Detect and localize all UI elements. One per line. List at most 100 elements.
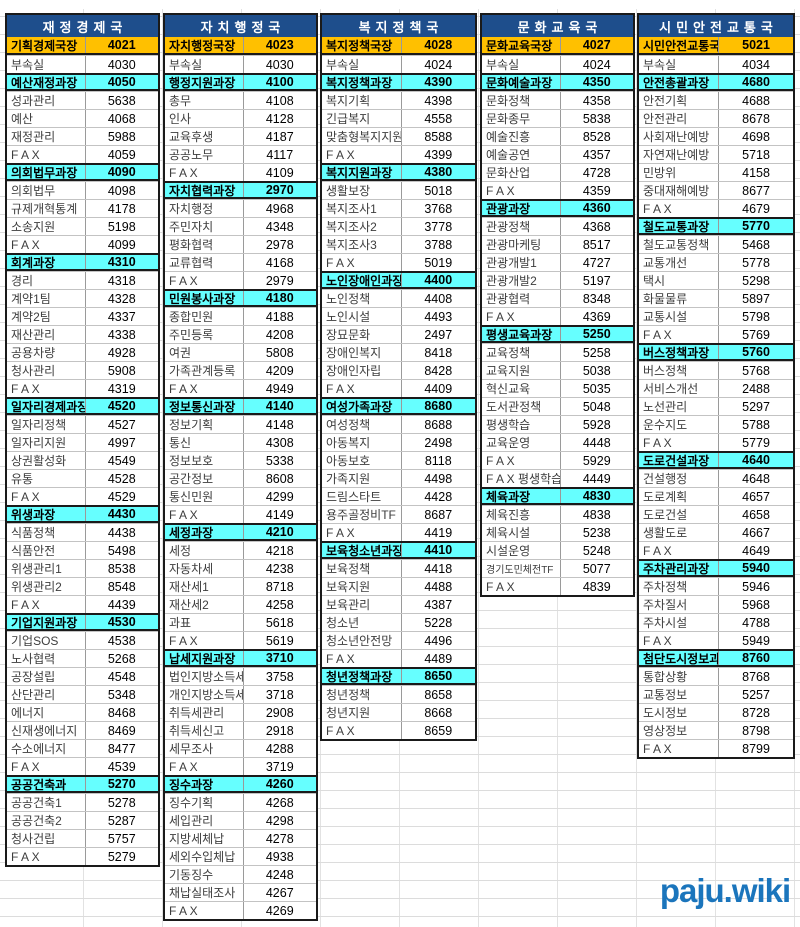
team-name: 정보보호 bbox=[165, 452, 244, 469]
extension-number: 4399 bbox=[424, 147, 453, 162]
team-name: F A X bbox=[7, 596, 86, 613]
team-name: 첨단도시정보과장 bbox=[639, 651, 720, 665]
extension-number: 4269 bbox=[265, 903, 294, 918]
directory-row: 주차시설 4788 bbox=[639, 613, 793, 631]
extension-number: 4528 bbox=[107, 471, 136, 486]
extension-number: 2979 bbox=[265, 273, 294, 288]
paju-wiki-logo[interactable]: paju.wiki bbox=[659, 872, 791, 909]
extension-number: 8728 bbox=[742, 705, 770, 720]
team-name: 주차시설 bbox=[639, 614, 720, 631]
directory-row: 시설운영 5248 bbox=[482, 541, 633, 559]
team-name: 문화종무 bbox=[482, 110, 561, 127]
directory-column-2: 자치행정국 자치행정국장 4023 부속실 4030 행정지원과장 4100 총무 4108 인사… bbox=[163, 13, 318, 921]
directory-row: 통신민원 4299 bbox=[165, 487, 316, 505]
team-name: 평화협력 bbox=[165, 236, 244, 253]
directory-row: 장묘문화 2497 bbox=[322, 325, 475, 343]
extension-number: 8650 bbox=[424, 669, 453, 683]
extension-number: 4408 bbox=[424, 291, 453, 306]
extension-number: 4034 bbox=[742, 57, 770, 72]
team-name: 정보통신과장 bbox=[165, 399, 244, 413]
extension-number: 4667 bbox=[742, 525, 770, 540]
team-name: 상권활성화 bbox=[7, 452, 86, 469]
extension-number: 4210 bbox=[265, 525, 294, 539]
extension-number: 3758 bbox=[265, 669, 294, 684]
section-header-row: 문화예술과장 4350 bbox=[482, 73, 633, 91]
section-header-row: 세정과장 4210 bbox=[165, 523, 316, 541]
team-name: 도서관정책 bbox=[482, 398, 561, 415]
team-name: 장애인복지 bbox=[322, 344, 402, 361]
team-name: F A X bbox=[165, 902, 244, 919]
team-name: 공공건축과 bbox=[7, 777, 86, 791]
directory-row: 장애인자립 8428 bbox=[322, 361, 475, 379]
extension-number: 5838 bbox=[582, 111, 611, 126]
extension-number: 8469 bbox=[107, 723, 136, 738]
directory-row: 관광협력 8348 bbox=[482, 289, 633, 307]
team-name: 주민자치 bbox=[165, 218, 244, 235]
team-name: 청년정책과장 bbox=[322, 669, 402, 683]
extension-number: 4928 bbox=[107, 345, 136, 360]
extension-number: 5287 bbox=[107, 813, 136, 828]
team-name: 생활도로 bbox=[639, 524, 720, 541]
extension-number: 4188 bbox=[265, 309, 294, 324]
team-name: 교육정책 bbox=[482, 344, 561, 361]
section-header-row: 주차관리과장 5940 bbox=[639, 559, 793, 577]
directory-row: 청년지원 8668 bbox=[322, 703, 475, 721]
extension-number: 4949 bbox=[265, 381, 294, 396]
section-header-row: 청년정책과장 8650 bbox=[322, 667, 475, 685]
team-name: 노사협력 bbox=[7, 650, 86, 667]
extension-number: 4839 bbox=[582, 579, 611, 594]
extension-number: 8760 bbox=[742, 651, 770, 665]
directory-row: 청년정책 8658 bbox=[322, 685, 475, 703]
directory-row: 긴급복지 4558 bbox=[322, 109, 475, 127]
team-name: 도시정보 bbox=[639, 704, 720, 721]
extension-number: 4398 bbox=[424, 93, 453, 108]
directory-row: 노선관리 5297 bbox=[639, 397, 793, 415]
directory-row: 주차정책 5946 bbox=[639, 577, 793, 595]
team-name: 영상정보 bbox=[639, 722, 720, 739]
team-name: 교육운영 bbox=[482, 434, 561, 451]
directory-row: 주민자치 4348 bbox=[165, 217, 316, 235]
extension-number: 5778 bbox=[742, 255, 770, 270]
team-name: F A X bbox=[165, 632, 244, 649]
directory-row: F A X 5949 bbox=[639, 631, 793, 649]
team-name: F A X bbox=[7, 758, 86, 775]
bureau-title: 자치행정국 bbox=[165, 15, 316, 37]
team-name: F A X bbox=[7, 236, 86, 253]
extension-number: 5929 bbox=[582, 453, 611, 468]
section-header-row: 복지정책과장 4390 bbox=[322, 73, 475, 91]
team-name: 자치행정국장 bbox=[165, 37, 244, 53]
extension-number: 4258 bbox=[265, 597, 294, 612]
section-header-row: 체육과장 4830 bbox=[482, 487, 633, 505]
team-name: F A X bbox=[322, 146, 402, 163]
directory-row: 부속실 4030 bbox=[7, 55, 158, 73]
extension-number: 5498 bbox=[107, 543, 136, 558]
team-name: 경기도민체전TF bbox=[482, 560, 561, 577]
team-name: 행정지원과장 bbox=[165, 75, 244, 89]
team-name: 부속실 bbox=[639, 56, 720, 73]
section-header-row: 철도교통과장 5770 bbox=[639, 217, 793, 235]
team-name: 여성정책 bbox=[322, 416, 402, 433]
section-header-row: 버스정책과장 5760 bbox=[639, 343, 793, 361]
directory-row: 도시정보 8728 bbox=[639, 703, 793, 721]
extension-number: 5968 bbox=[742, 597, 770, 612]
extension-number: 4208 bbox=[265, 327, 294, 342]
team-name: 부속실 bbox=[482, 56, 561, 73]
extension-number: 4658 bbox=[742, 507, 770, 522]
extension-number: 5946 bbox=[742, 579, 770, 594]
extension-number: 4308 bbox=[265, 435, 294, 450]
directory-row: 의회법무 4098 bbox=[7, 181, 158, 199]
extension-number: 8428 bbox=[424, 363, 453, 378]
directory-row: 세무조사 4288 bbox=[165, 739, 316, 757]
team-name: 기업SOS bbox=[7, 632, 86, 649]
extension-number: 4527 bbox=[107, 417, 136, 432]
extension-number: 4028 bbox=[424, 38, 453, 52]
directory-row: F A X 4529 bbox=[7, 487, 158, 505]
section-header-row: 예산재정과장 4050 bbox=[7, 73, 158, 91]
director-row: 복지정책국장 4028 bbox=[322, 37, 475, 55]
extension-number: 8680 bbox=[424, 399, 453, 413]
directory-row: 복지조사2 3778 bbox=[322, 217, 475, 235]
team-name: 교통정보 bbox=[639, 686, 720, 703]
team-name: 세외수입체납 bbox=[165, 848, 244, 865]
team-name: F A X bbox=[322, 722, 402, 739]
directory-row: F A X 4839 bbox=[482, 577, 633, 595]
